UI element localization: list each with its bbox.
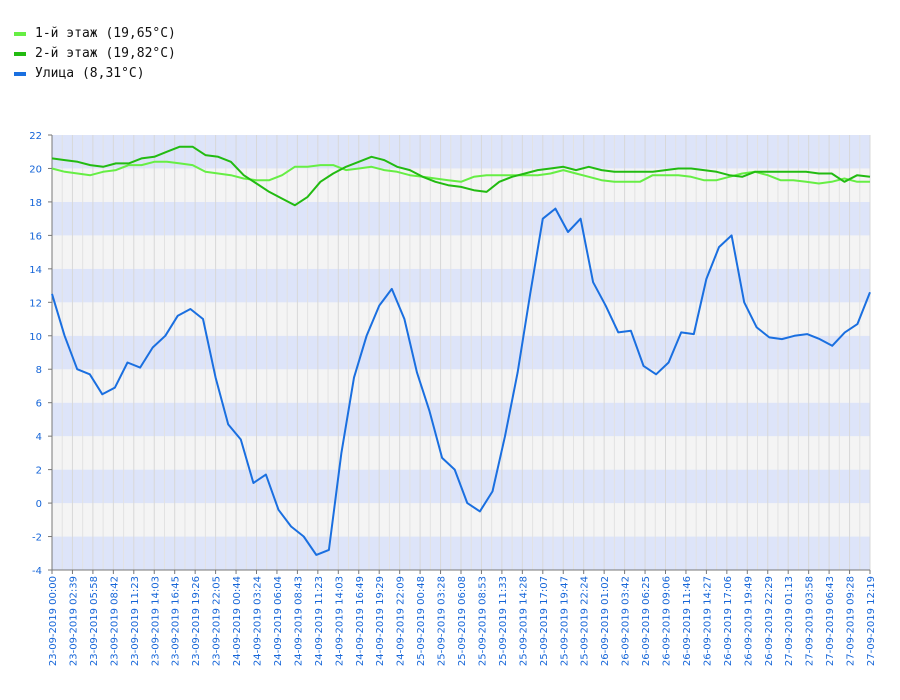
x-tick-label: 24-09-2019 16:49 <box>355 576 366 666</box>
x-tick-label: 25-09-2019 22:24 <box>580 576 591 666</box>
series-lines <box>51 145 871 556</box>
x-tick-label: 24-09-2019 06:04 <box>273 576 284 666</box>
y-tick-label: 2 <box>36 466 42 477</box>
x-tick-label: 24-09-2019 03:24 <box>253 576 264 666</box>
x-tick-label: 24-09-2019 00:44 <box>232 576 243 666</box>
series-line-floor2 <box>51 145 871 207</box>
legend-label-floor1: 1-й этаж (19,65°C) <box>35 26 176 41</box>
x-tick-labels: 23-09-2019 00:00 23-09-2019 02:39 23-09-20… <box>48 576 877 666</box>
y-tick-label: 14 <box>29 265 42 276</box>
x-tick-label: 24-09-2019 19:29 <box>375 576 386 666</box>
legend-label-street: Улица (8,31°C) <box>35 66 145 81</box>
y-tick-label: 12 <box>29 298 42 309</box>
x-tick-label: 24-09-2019 11:23 <box>314 576 325 666</box>
x-tick-label: 26-09-2019 17:06 <box>723 576 734 666</box>
x-tick-label: 27-09-2019 06:43 <box>825 576 836 666</box>
y-tick-label: 16 <box>29 231 42 242</box>
x-tick-label: 25-09-2019 14:28 <box>518 576 529 666</box>
x-tick-label: 24-09-2019 08:43 <box>293 576 304 666</box>
x-tick-label: 25-09-2019 11:33 <box>498 576 509 666</box>
y-tick-label: 18 <box>29 198 42 209</box>
y-tick-label: -2 <box>32 533 42 544</box>
y-tick-label: 20 <box>29 164 42 175</box>
x-tick-label: 27-09-2019 12:19 <box>866 576 877 666</box>
x-tick-label: 26-09-2019 14:27 <box>702 576 713 666</box>
x-tick-label: 23-09-2019 19:26 <box>191 576 202 666</box>
x-tick-label: 23-09-2019 02:39 <box>68 576 79 666</box>
x-tick-label: 23-09-2019 00:00 <box>48 576 59 666</box>
y-tick-label: -4 <box>32 566 42 577</box>
legend-swatch-street <box>14 72 26 76</box>
y-tick-label: 22 <box>29 131 42 142</box>
x-tick-label: 24-09-2019 22:09 <box>396 576 407 666</box>
x-tick-label: 23-09-2019 08:42 <box>109 576 120 666</box>
y-tick-label: 4 <box>36 432 42 443</box>
legend-item-street: Улица (8,31°C) <box>14 64 176 84</box>
x-tick-label: 27-09-2019 03:58 <box>805 576 816 666</box>
x-tick-label: 23-09-2019 16:45 <box>171 576 182 666</box>
x-tick-label: 24-09-2019 14:03 <box>334 576 345 666</box>
x-tick-label: 27-09-2019 09:28 <box>846 576 857 666</box>
x-tick-label: 25-09-2019 06:08 <box>457 576 468 666</box>
x-tick-label: 26-09-2019 22:29 <box>764 576 775 666</box>
x-tick-label: 26-09-2019 03:42 <box>621 576 632 666</box>
x-tick-label: 25-09-2019 17:07 <box>539 576 550 666</box>
x-tick-label: 26-09-2019 06:25 <box>641 576 652 666</box>
x-tick-label: 25-09-2019 00:48 <box>416 576 427 666</box>
x-tick-label: 25-09-2019 19:47 <box>559 576 570 666</box>
x-tick-label: 26-09-2019 19:49 <box>743 576 754 666</box>
series-line-street <box>51 207 871 556</box>
grid-lines <box>51 135 871 570</box>
x-tick-label: 23-09-2019 05:58 <box>89 576 100 666</box>
x-tick-label: 25-09-2019 03:28 <box>437 576 448 666</box>
legend: 1-й этаж (19,65°C) 2-й этаж (19,82°C) Ул… <box>14 24 176 84</box>
axes <box>48 134 871 574</box>
legend-item-floor1: 1-й этаж (19,65°C) <box>14 24 176 44</box>
legend-swatch-floor2 <box>14 52 26 56</box>
y-tick-label: 0 <box>36 499 42 510</box>
x-tick-label: 26-09-2019 11:46 <box>682 576 693 666</box>
legend-swatch-floor1 <box>14 32 26 36</box>
x-tick-label: 23-09-2019 11:23 <box>130 576 141 666</box>
x-tick-label: 27-09-2019 01:13 <box>784 576 795 666</box>
y-tick-label: 6 <box>36 399 42 410</box>
x-tick-label: 23-09-2019 22:05 <box>212 576 223 666</box>
y-tick-label: 8 <box>36 365 42 376</box>
y-tick-labels: -4 -2 0 2 4 6 8 10 12 14 16 18 20 22 <box>29 131 42 577</box>
x-tick-label: 25-09-2019 08:53 <box>477 576 488 666</box>
legend-item-floor2: 2-й этаж (19,82°C) <box>14 44 176 64</box>
x-tick-label: 26-09-2019 01:02 <box>600 576 611 666</box>
y-tick-label: 10 <box>29 332 42 343</box>
x-tick-label: 23-09-2019 14:03 <box>150 576 161 666</box>
x-tick-label: 26-09-2019 09:06 <box>662 576 673 666</box>
legend-label-floor2: 2-й этаж (19,82°C) <box>35 46 176 61</box>
